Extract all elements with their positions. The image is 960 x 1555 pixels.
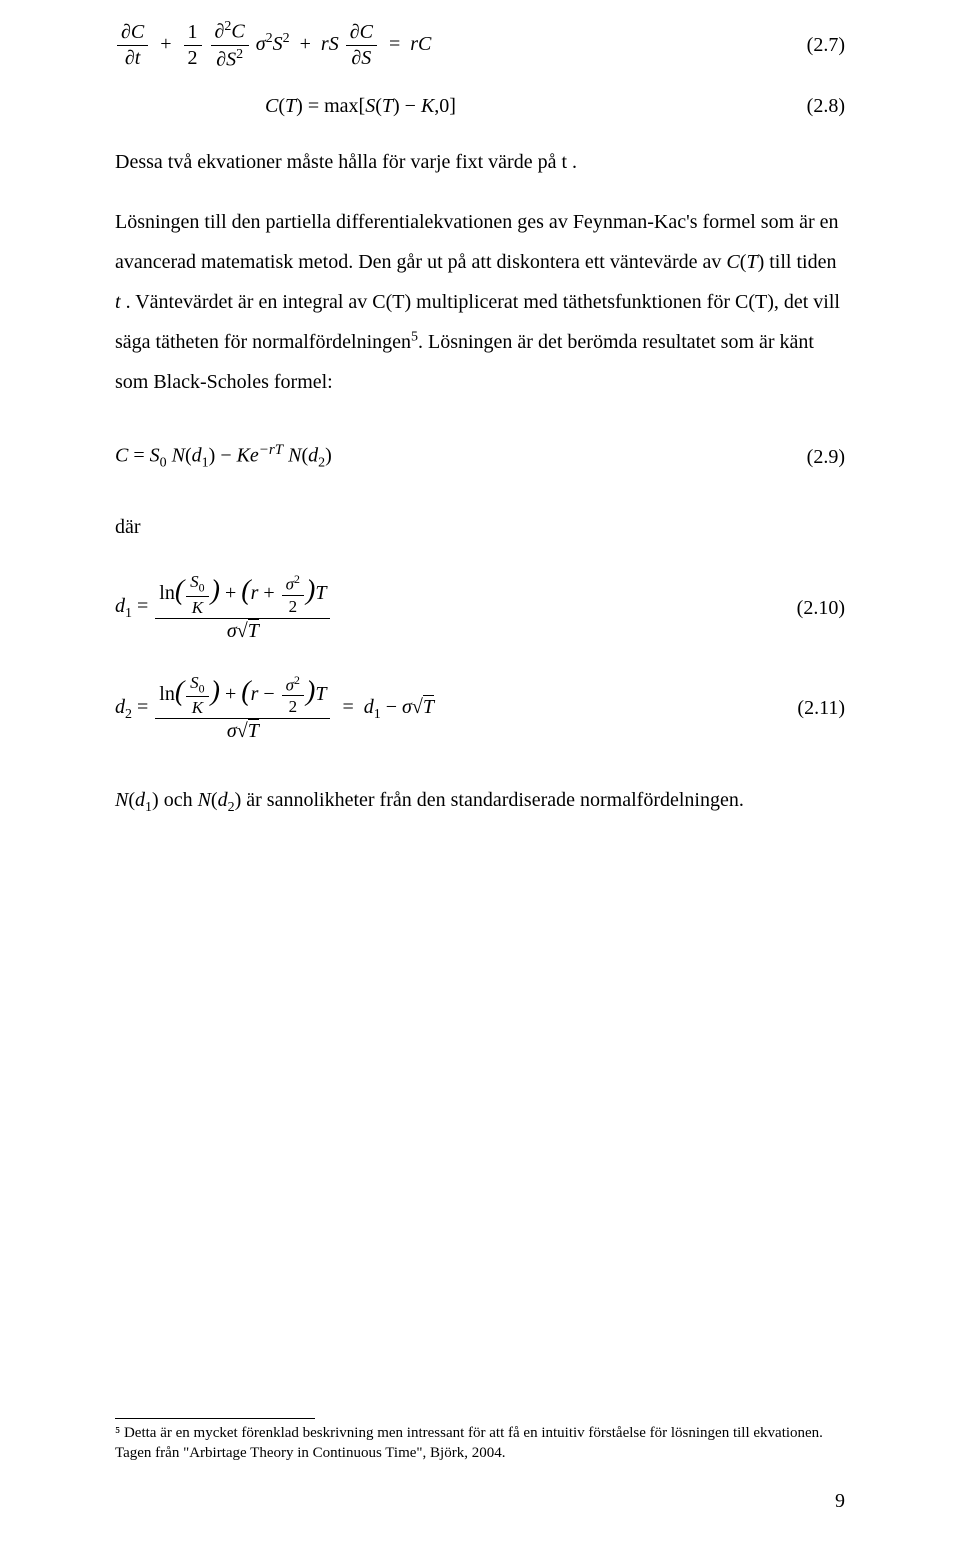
page-content: ∂C∂t + 12 ∂2C∂S2 σ2S2 + rS ∂C∂S = rC (2.… xyxy=(0,18,960,820)
inline-CT: C(T) xyxy=(726,251,764,273)
equation-2-11-number: (2.11) xyxy=(797,692,845,724)
equation-2-9: C = S0 N(d1) − Ke−rT N(d2) (2.9) xyxy=(115,438,845,475)
equation-2-7: ∂C∂t + 12 ∂2C∂S2 σ2S2 + rS ∂C∂S = rC (2.… xyxy=(115,18,845,72)
paragraph-2b: till tiden xyxy=(764,251,836,273)
footnote-ref-5: 5 xyxy=(411,330,418,345)
paragraph-1: Dessa två ekvationer måste hålla för var… xyxy=(115,146,845,178)
equation-2-11-body: d2 = ln(S0K) + (r − σ22)T σ√T = d1 − σ√T xyxy=(115,672,434,745)
footnote-separator xyxy=(115,1418,315,1419)
equation-2-10: d1 = ln(S0K) + (r + σ22)T σ√T (2.10) xyxy=(115,571,845,644)
equation-2-8-number: (2.8) xyxy=(807,90,845,122)
equation-2-7-number: (2.7) xyxy=(807,29,845,61)
paragraph-3b: är sannolikheter från den standardiserad… xyxy=(241,789,744,811)
equation-2-8-body: C(T) = max[S(T) − K,0] xyxy=(265,90,456,122)
equation-2-7-body: ∂C∂t + 12 ∂2C∂S2 σ2S2 + rS ∂C∂S = rC xyxy=(115,18,431,72)
paragraph-3a: och xyxy=(159,789,198,811)
equation-2-11: d2 = ln(S0K) + (r − σ22)T σ√T = d1 − σ√T… xyxy=(115,672,845,745)
equation-2-9-number: (2.9) xyxy=(807,441,845,473)
footnote-5: ⁵ Detta är en mycket förenklad beskrivni… xyxy=(115,1423,845,1464)
equation-2-10-body: d1 = ln(S0K) + (r + σ22)T σ√T xyxy=(115,571,332,644)
equation-2-9-body: C = S0 N(d1) − Ke−rT N(d2) xyxy=(115,438,332,475)
paragraph-1-text: Dessa två ekvationer måste hålla för var… xyxy=(115,151,577,173)
where-label: där xyxy=(115,511,845,543)
paragraph-2: Lösningen till den partiella differentia… xyxy=(115,202,845,402)
equation-2-10-number: (2.10) xyxy=(797,592,845,624)
paragraph-3: N(d1) och N(d2) är sannolikheter från de… xyxy=(115,784,845,819)
equation-2-8: C(T) = max[S(T) − K,0] (2.8) xyxy=(115,90,845,122)
inline-Nd1: N(d1) xyxy=(115,789,159,811)
inline-Nd2: N(d2) xyxy=(198,789,242,811)
footnote-block: ⁵ Detta är en mycket förenklad beskrivni… xyxy=(115,1418,845,1464)
page-number: 9 xyxy=(835,1490,845,1513)
